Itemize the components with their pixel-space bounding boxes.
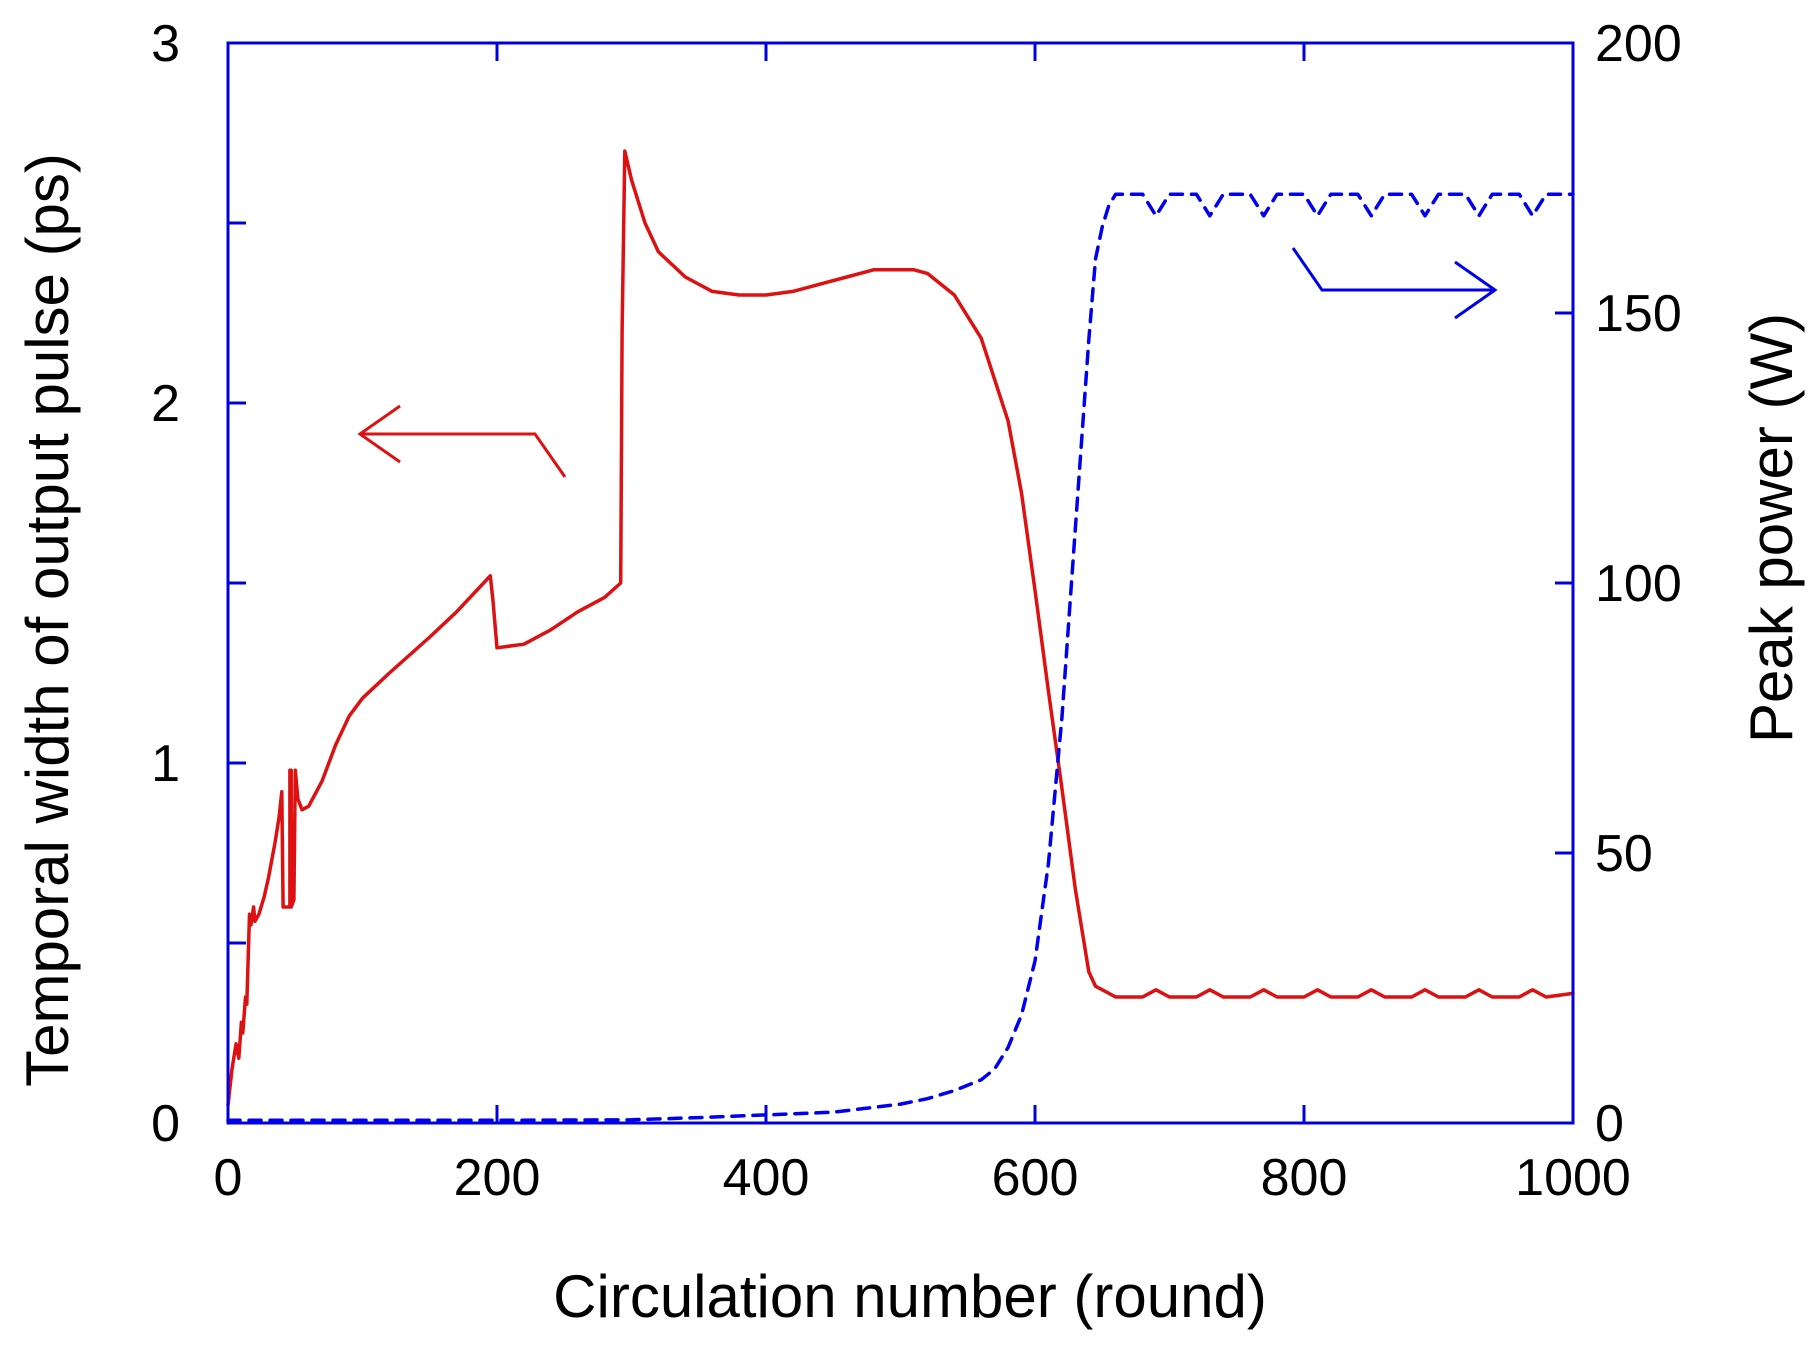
x-axis-title: Circulation number (round)	[553, 1263, 1267, 1330]
x-tick-label: 400	[723, 1149, 810, 1207]
x-tick-label: 800	[1261, 1149, 1348, 1207]
left-axis-arrow	[360, 432, 567, 478]
left-axis-arrow-head	[357, 404, 401, 464]
plot-frame	[226, 41, 1575, 1125]
y2-tick-label: 200	[1595, 15, 1682, 73]
x-tick-label: 200	[454, 1149, 541, 1207]
y-tick-label: 1	[151, 735, 180, 793]
pulse-width-series-line	[226, 149, 1575, 1107]
y-axis-title: Temporal width of output pulse (ps)	[14, 153, 81, 1087]
peak-power-series-line	[226, 192, 1575, 1123]
y2-tick-label: 100	[1595, 555, 1682, 613]
x-tick-label: 600	[992, 1149, 1079, 1207]
y2-axis-title: Peak power (W)	[1738, 313, 1805, 743]
y2-tick-label: 0	[1595, 1095, 1624, 1153]
x-tick-label: 1000	[1515, 1149, 1631, 1207]
y-tick-label: 0	[151, 1095, 180, 1153]
right-axis-arrow	[1291, 247, 1495, 292]
axis-ticks-group	[226, 41, 1575, 1125]
y-tick-label: 3	[151, 15, 180, 73]
y2-tick-label: 50	[1595, 825, 1653, 883]
series-group	[226, 149, 1575, 1123]
right-axis-arrow-head	[1454, 260, 1498, 320]
x-tick-label: 0	[214, 1149, 243, 1207]
y2-tick-label: 150	[1595, 285, 1682, 343]
y-tick-label: 2	[151, 375, 180, 433]
